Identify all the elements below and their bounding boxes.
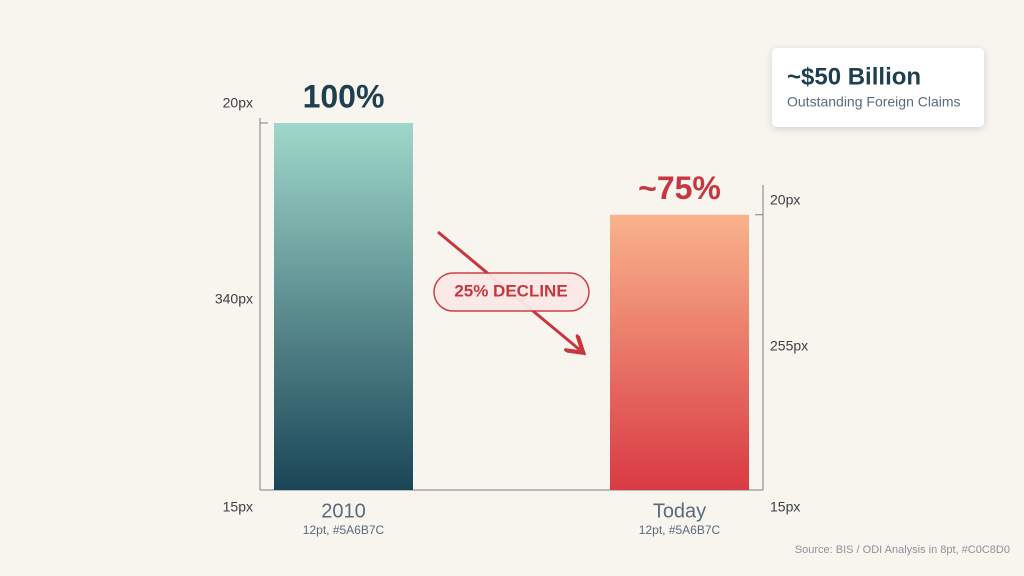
callout-subtitle: Outstanding Foreign Claims — [787, 94, 961, 110]
callout-title: ~$50 Billion — [787, 63, 921, 90]
x-tick-label: 2010 — [321, 500, 366, 522]
left-axis-label: 340px — [215, 291, 253, 307]
value-label: ~75% — [638, 170, 721, 206]
right-axis-label: 15px — [770, 499, 800, 515]
bar — [274, 123, 413, 490]
right-axis-label: 20px — [770, 192, 800, 208]
decline-label: 25% DECLINE — [454, 281, 567, 300]
x-tick-note: 12pt, #5A6B7C — [303, 523, 385, 537]
value-label: 100% — [303, 78, 385, 114]
x-tick-note: 12pt, #5A6B7C — [639, 523, 721, 537]
decline-badge — [433, 272, 590, 312]
left-axis-label: 15px — [223, 499, 253, 515]
bar — [610, 214, 749, 490]
x-tick-label: Today — [653, 500, 706, 522]
right-axis-label: 255px — [770, 338, 808, 354]
source: Source: BIS / ODI Analysis in 8pt, #C0C8… — [795, 544, 1010, 556]
left-axis-label: 20px — [223, 95, 253, 111]
callout-card — [772, 48, 984, 127]
